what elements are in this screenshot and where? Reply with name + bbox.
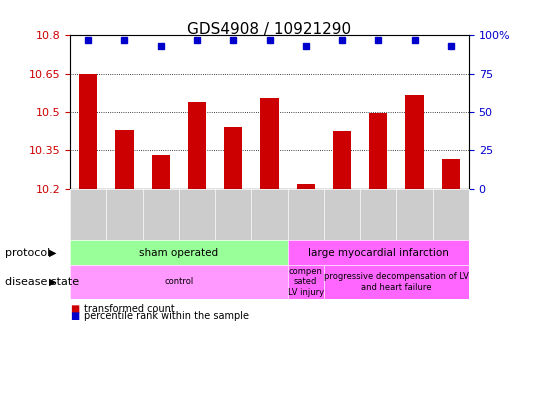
- Bar: [405, 95, 424, 189]
- Bar: [188, 102, 206, 189]
- Bar: [115, 130, 134, 189]
- Text: ▶: ▶: [49, 248, 57, 257]
- Text: large myocardial infarction: large myocardial infarction: [308, 248, 449, 257]
- Text: disease state: disease state: [5, 277, 80, 287]
- Bar: [442, 159, 460, 189]
- Bar: [224, 127, 243, 189]
- Text: percentile rank within the sample: percentile rank within the sample: [84, 311, 248, 321]
- Text: sham operated: sham operated: [139, 248, 218, 257]
- Text: GDS4908 / 10921290: GDS4908 / 10921290: [188, 22, 351, 37]
- Bar: [79, 74, 97, 189]
- Text: ■: ■: [70, 303, 79, 314]
- Bar: [151, 155, 170, 189]
- Text: ■: ■: [70, 311, 79, 321]
- Text: control: control: [164, 277, 194, 286]
- Bar: [333, 131, 351, 189]
- Text: transformed count: transformed count: [84, 303, 174, 314]
- Bar: [296, 184, 315, 189]
- Text: compen
sated
LV injury: compen sated LV injury: [288, 267, 324, 297]
- Text: ▶: ▶: [49, 277, 57, 287]
- Bar: [369, 113, 388, 189]
- Bar: [260, 98, 279, 189]
- Text: protocol: protocol: [5, 248, 51, 257]
- Text: progressive decompensation of LV
and heart failure: progressive decompensation of LV and hea…: [324, 272, 469, 292]
